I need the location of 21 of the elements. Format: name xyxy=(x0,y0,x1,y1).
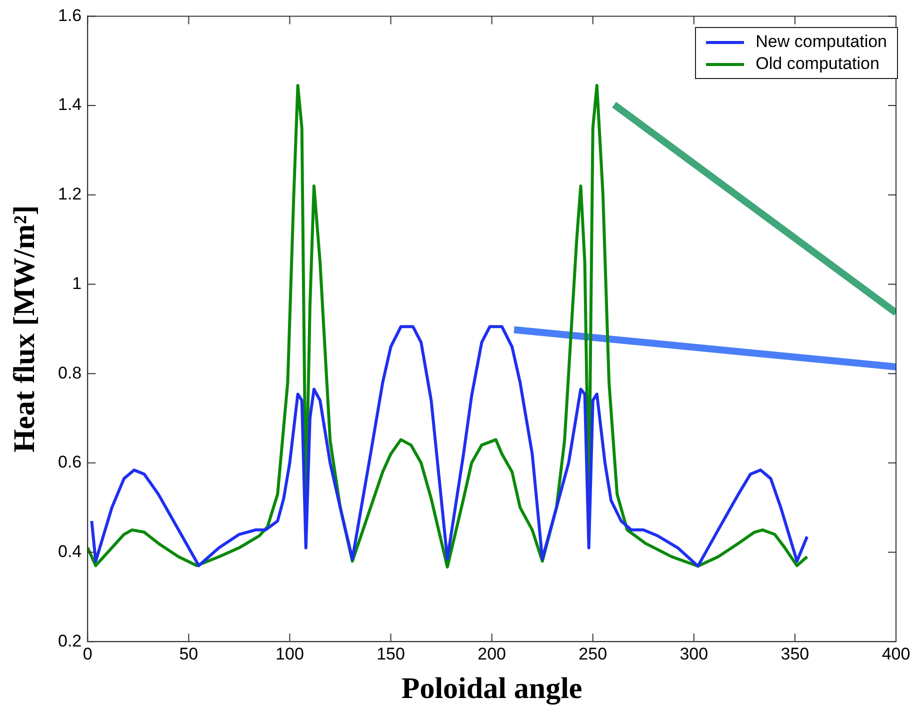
y-tick-label: 0.8 xyxy=(58,363,82,382)
x-tick-label: 350 xyxy=(780,644,810,664)
x-tick-label: 150 xyxy=(376,644,405,664)
x-tick-label: 0 xyxy=(82,644,92,664)
x-axis-title: Poloidal angle xyxy=(401,672,582,705)
y-tick-label: 0.4 xyxy=(58,542,82,561)
y-tick-label: 0.2 xyxy=(58,631,82,650)
y-tick-label: 0.6 xyxy=(58,452,82,472)
x-tick-label: 100 xyxy=(276,644,304,664)
x-tick-label: 400 xyxy=(882,644,910,664)
legend-label: New computation xyxy=(756,32,887,52)
x-tick-label: 50 xyxy=(179,644,198,664)
y-axis-title: Heat flux [MW/m²] xyxy=(8,205,41,453)
y-tick-label: 1.6 xyxy=(58,6,82,25)
x-tick-label: 300 xyxy=(680,644,708,664)
x-tick-label: 200 xyxy=(478,644,506,664)
legend-label: Old computation xyxy=(756,54,880,74)
x-tick-label: 250 xyxy=(578,644,608,664)
y-tick-label: 1.4 xyxy=(58,95,82,114)
y-tick-label: 1 xyxy=(72,274,82,293)
y-tick-label: 1.2 xyxy=(58,184,82,204)
